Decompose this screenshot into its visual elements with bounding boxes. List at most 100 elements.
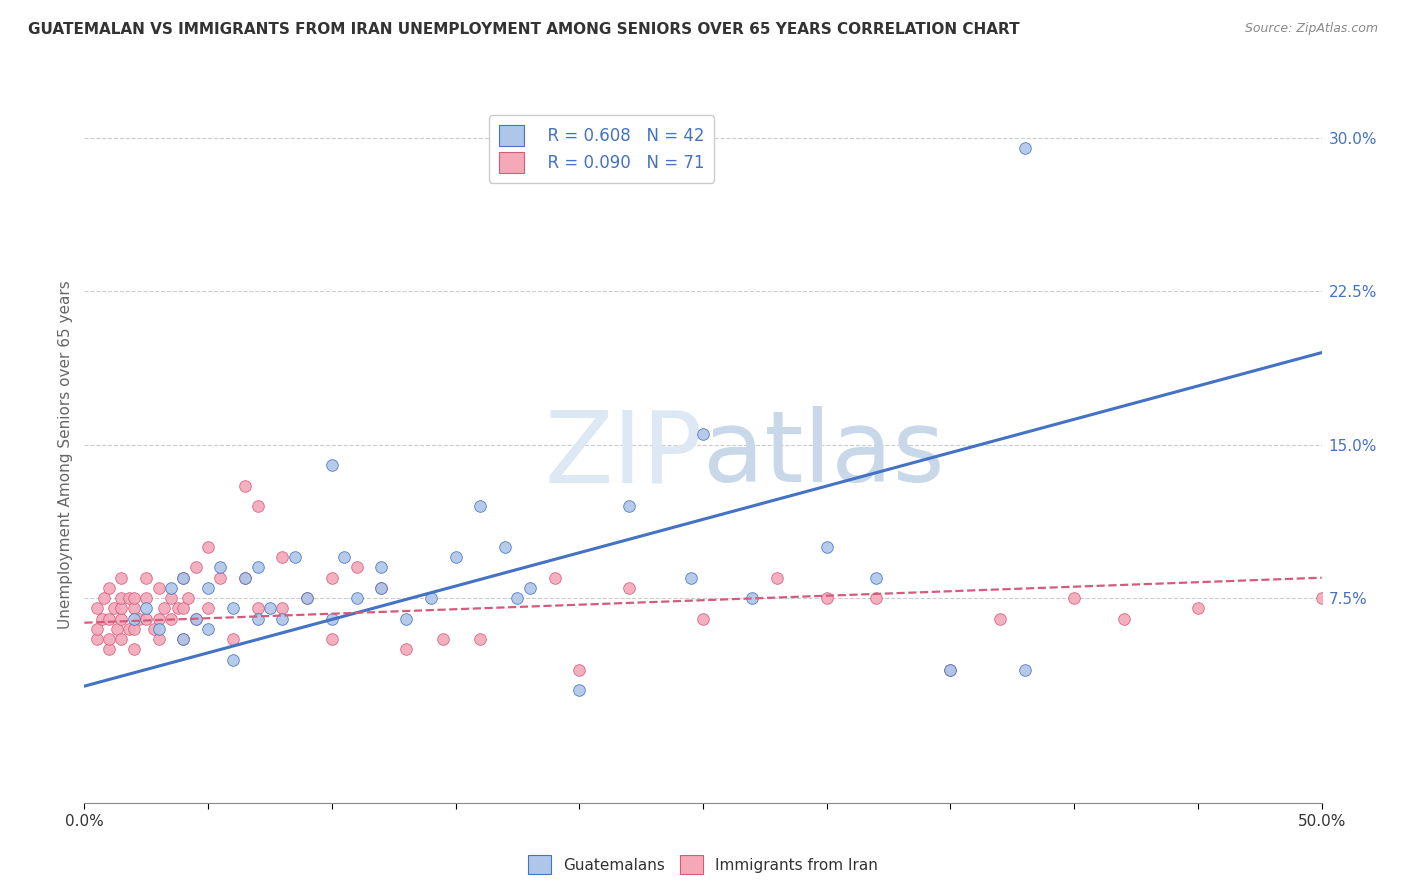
Point	[815, 591, 838, 606]
Point	[271, 601, 294, 615]
Point	[939, 663, 962, 677]
Point	[86, 622, 108, 636]
Point	[766, 571, 789, 585]
Point	[128, 612, 150, 626]
Point	[692, 427, 714, 442]
Point	[470, 632, 492, 646]
Point	[142, 622, 165, 636]
Point	[271, 550, 294, 565]
Point	[295, 591, 318, 606]
Point	[1014, 663, 1036, 677]
Point	[118, 622, 141, 636]
Point	[122, 612, 145, 626]
Point	[246, 499, 269, 513]
Point	[110, 591, 132, 606]
Point	[233, 571, 256, 585]
Point	[209, 560, 232, 574]
Point	[222, 632, 245, 646]
Point	[110, 571, 132, 585]
Point	[172, 571, 194, 585]
Point	[233, 478, 256, 492]
Point	[568, 683, 591, 698]
Point	[135, 612, 157, 626]
Point	[209, 571, 232, 585]
Point	[470, 499, 492, 513]
Point	[160, 581, 183, 595]
Point	[118, 591, 141, 606]
Point	[167, 601, 190, 615]
Point	[1014, 141, 1036, 155]
Point	[346, 591, 368, 606]
Point	[617, 499, 640, 513]
Point	[1187, 601, 1209, 615]
Point	[692, 612, 714, 626]
Point	[135, 571, 157, 585]
Point	[172, 632, 194, 646]
Point	[86, 632, 108, 646]
Point	[295, 591, 318, 606]
Point	[679, 571, 702, 585]
Point	[110, 601, 132, 615]
Point	[321, 632, 343, 646]
Point	[197, 581, 219, 595]
Point	[321, 571, 343, 585]
Text: GUATEMALAN VS IMMIGRANTS FROM IRAN UNEMPLOYMENT AMONG SENIORS OVER 65 YEARS CORR: GUATEMALAN VS IMMIGRANTS FROM IRAN UNEMP…	[28, 22, 1019, 37]
Point	[444, 550, 467, 565]
Point	[110, 612, 132, 626]
Point	[1112, 612, 1135, 626]
Point	[98, 632, 121, 646]
Point	[197, 540, 219, 554]
Point	[172, 571, 194, 585]
Point	[148, 612, 170, 626]
Point	[148, 622, 170, 636]
Point	[98, 612, 121, 626]
Legend: Guatemalans, Immigrants from Iran: Guatemalans, Immigrants from Iran	[522, 849, 884, 880]
Point	[160, 612, 183, 626]
Point	[103, 601, 125, 615]
Point	[432, 632, 454, 646]
Point	[543, 571, 565, 585]
Y-axis label: Unemployment Among Seniors over 65 years: Unemployment Among Seniors over 65 years	[58, 281, 73, 629]
Point	[197, 601, 219, 615]
Text: Source: ZipAtlas.com: Source: ZipAtlas.com	[1244, 22, 1378, 36]
Point	[98, 581, 121, 595]
Point	[197, 622, 219, 636]
Point	[246, 560, 269, 574]
Point	[988, 612, 1011, 626]
Point	[222, 601, 245, 615]
Point	[321, 458, 343, 472]
Point	[321, 612, 343, 626]
Point	[93, 591, 115, 606]
Point	[233, 571, 256, 585]
Point	[86, 601, 108, 615]
Point	[865, 591, 887, 606]
Point	[1310, 591, 1333, 606]
Point	[346, 560, 368, 574]
Point	[122, 642, 145, 657]
Point	[148, 632, 170, 646]
Point	[105, 622, 128, 636]
Point	[160, 591, 183, 606]
Point	[395, 612, 418, 626]
Point	[177, 591, 200, 606]
Point	[90, 612, 112, 626]
Point	[333, 550, 356, 565]
Point	[865, 571, 887, 585]
Point	[122, 591, 145, 606]
Legend:   R = 0.608   N = 42,   R = 0.090   N = 71: R = 0.608 N = 42, R = 0.090 N = 71	[489, 115, 714, 183]
Text: ZIP: ZIP	[544, 407, 703, 503]
Point	[172, 632, 194, 646]
Point	[370, 581, 392, 595]
Point	[148, 581, 170, 595]
Point	[184, 612, 207, 626]
Point	[246, 601, 269, 615]
Point	[122, 601, 145, 615]
Point	[184, 612, 207, 626]
Point	[110, 632, 132, 646]
Point	[122, 622, 145, 636]
Point	[246, 612, 269, 626]
Text: atlas: atlas	[703, 407, 945, 503]
Point	[741, 591, 763, 606]
Point	[172, 601, 194, 615]
Point	[135, 601, 157, 615]
